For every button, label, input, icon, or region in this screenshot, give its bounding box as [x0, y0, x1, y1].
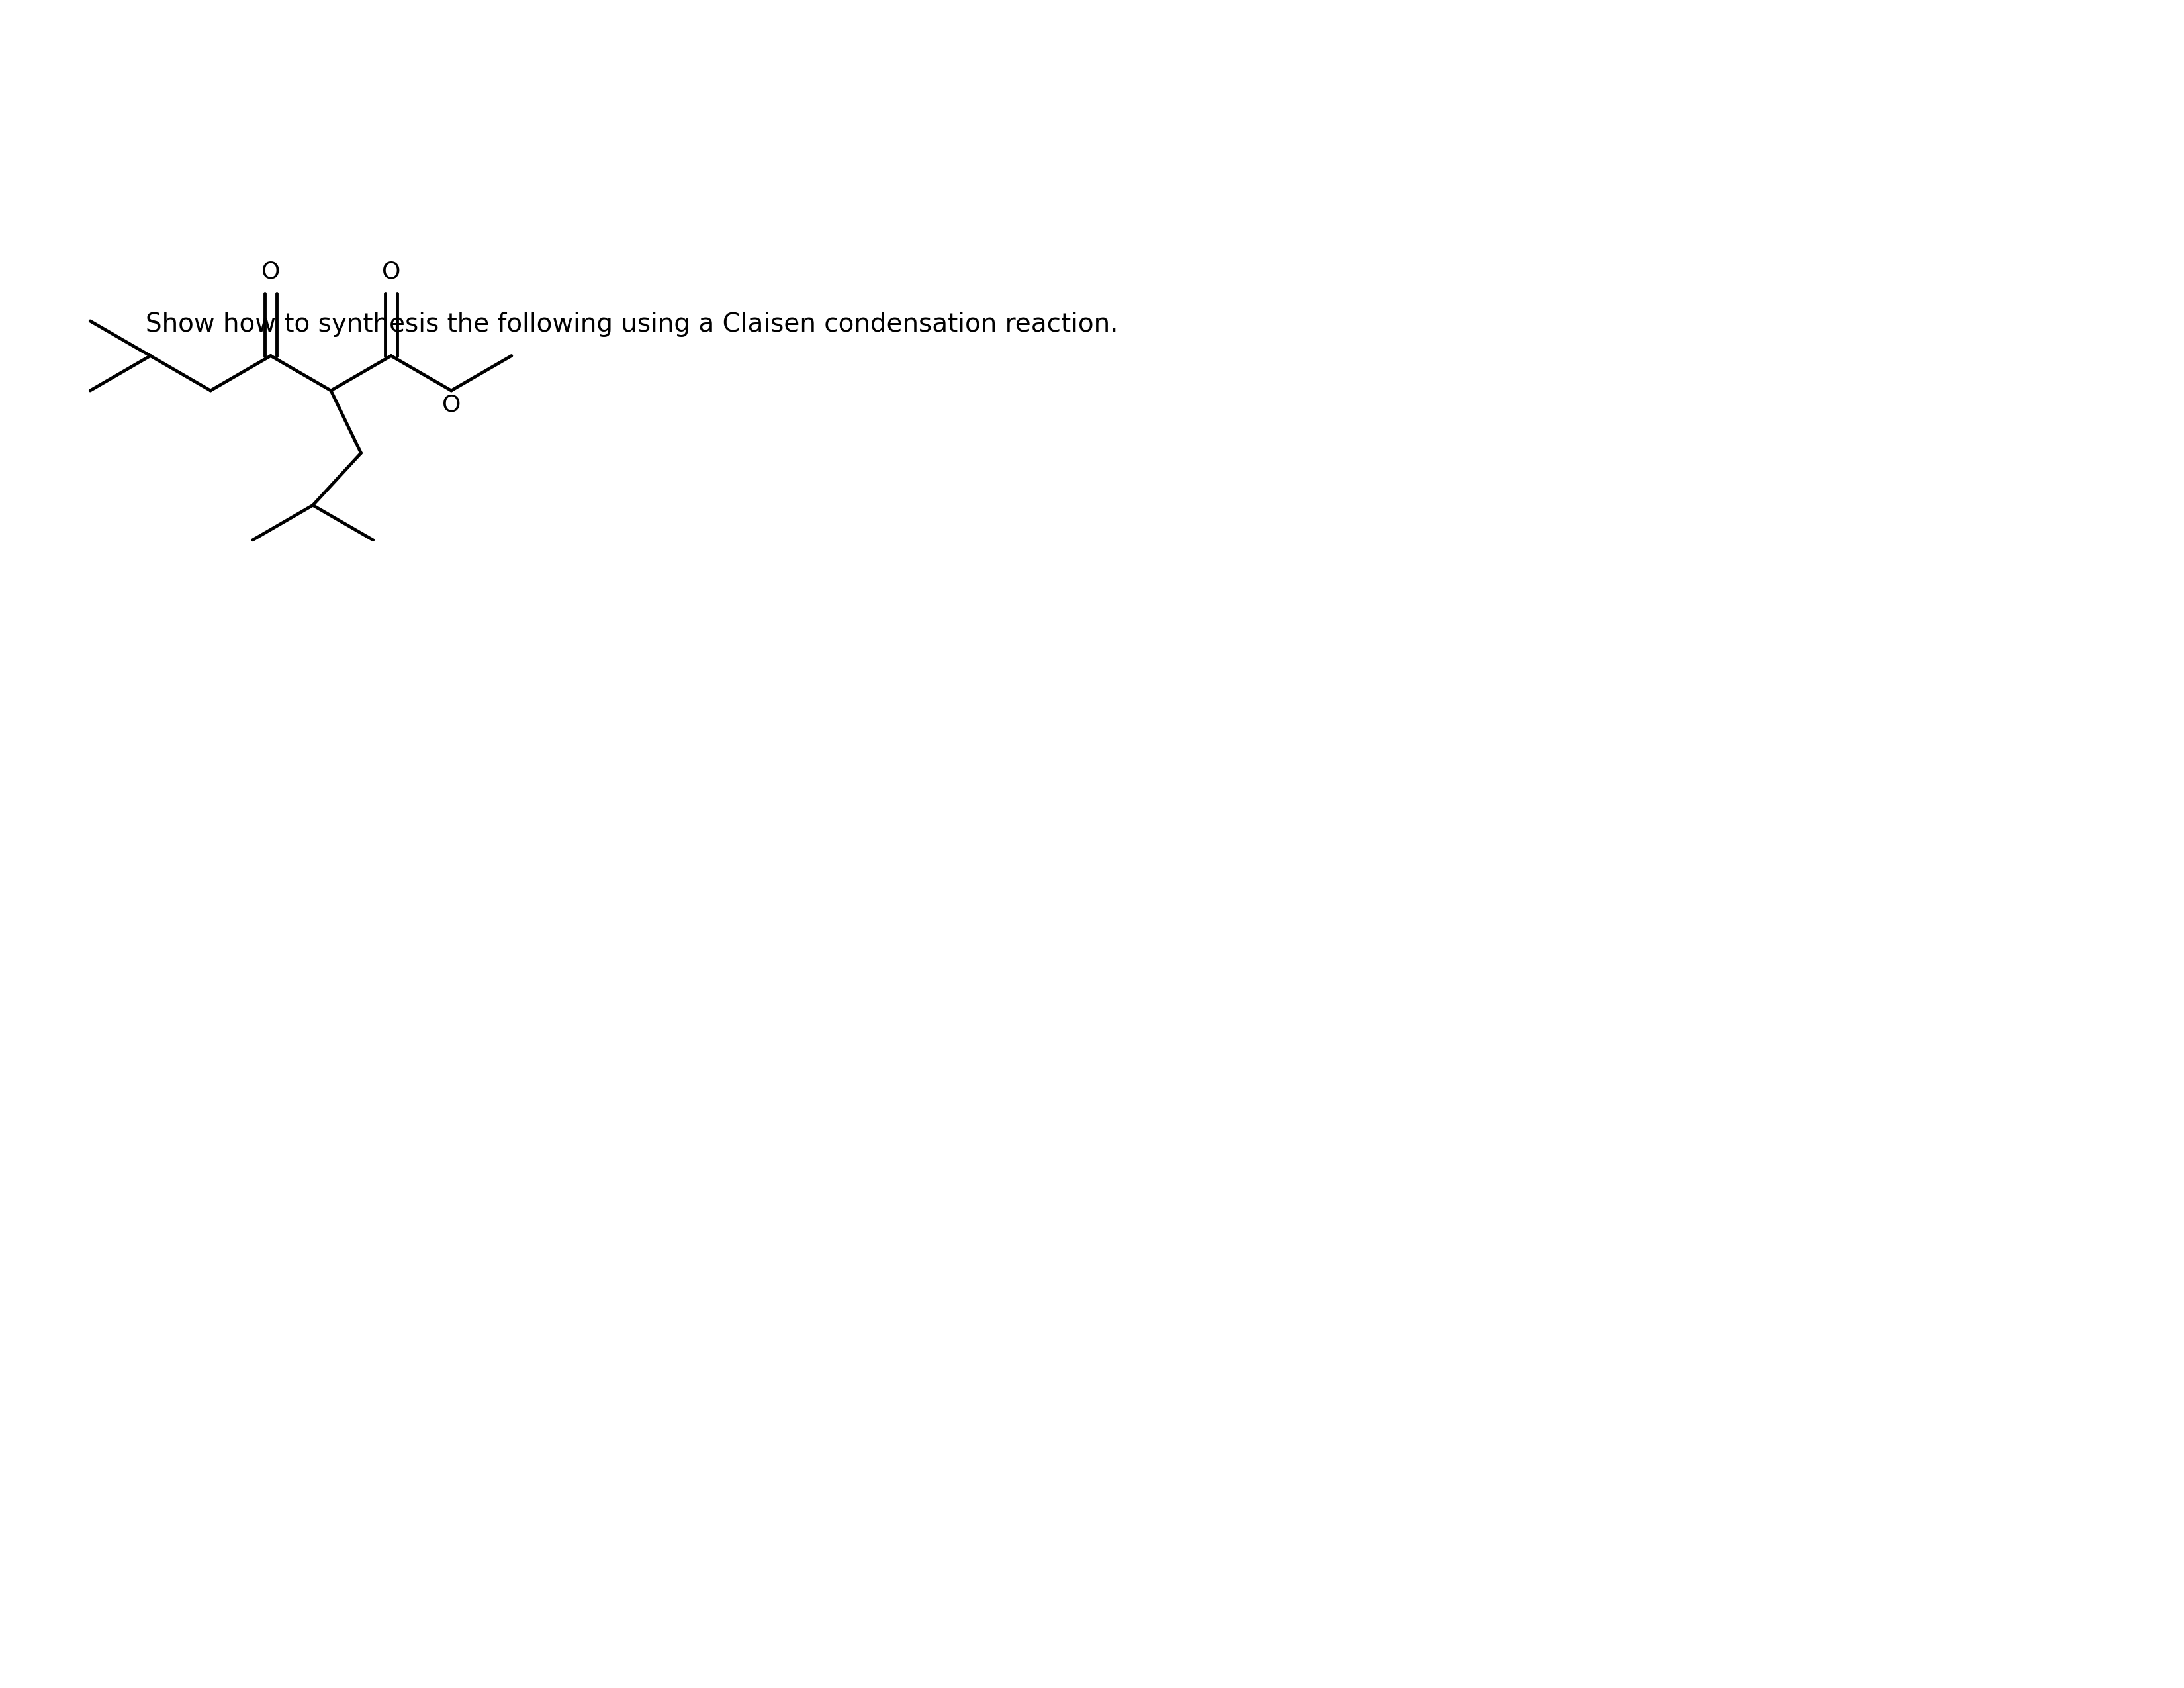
Text: O: O [262, 260, 280, 284]
Text: O: O [382, 260, 400, 284]
Text: Show how to synthesis the following using a Claisen condensation reaction.: Show how to synthesis the following usin… [146, 312, 1118, 338]
Text: O: O [441, 393, 461, 417]
